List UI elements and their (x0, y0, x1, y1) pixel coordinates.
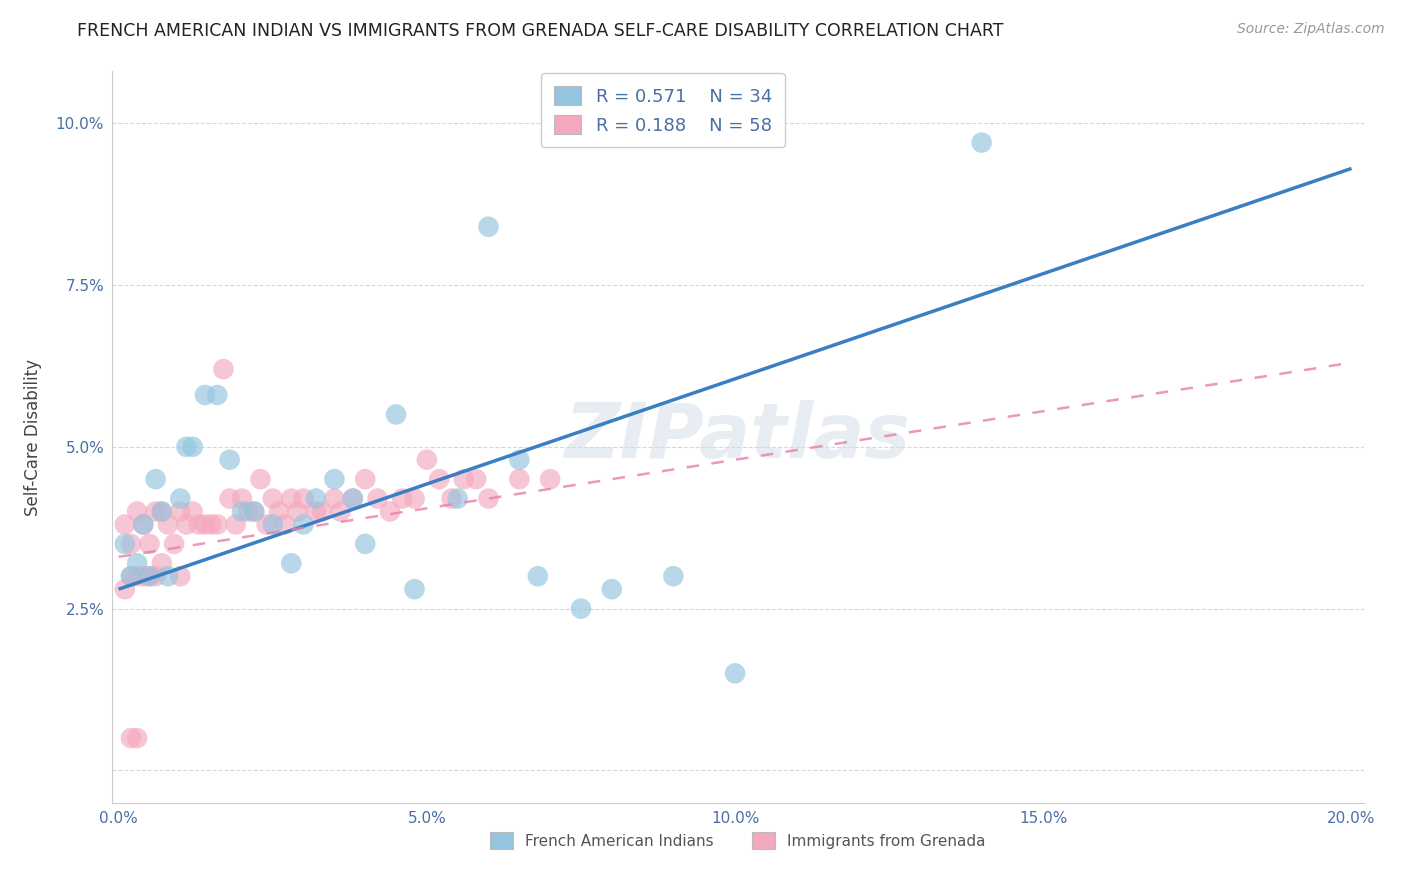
Point (724, 666, 747, 681)
Point (354, 472, 377, 486)
Text: FRENCH AMERICAN INDIAN VS IMMIGRANTS FROM GRENADA SELF-CARE DISABILITY CORRELATI: FRENCH AMERICAN INDIAN VS IMMIGRANTS FRO… (77, 22, 1004, 40)
Point (305, 491, 328, 506)
Point (354, 537, 377, 551)
Point (231, 491, 253, 506)
Point (527, 569, 550, 583)
Point (156, 569, 179, 583)
Text: Source: ZipAtlas.com: Source: ZipAtlas.com (1237, 22, 1385, 37)
Point (342, 491, 364, 506)
Point (169, 504, 191, 518)
Point (292, 517, 315, 532)
Point (150, 504, 173, 518)
Point (391, 491, 413, 506)
Point (156, 517, 179, 532)
Point (120, 569, 142, 583)
Point (262, 491, 284, 506)
Point (218, 491, 240, 506)
Point (477, 219, 499, 234)
Point (114, 517, 136, 532)
Point (385, 408, 408, 422)
Point (120, 731, 142, 745)
Point (267, 504, 290, 518)
Point (378, 504, 401, 518)
Point (218, 452, 240, 467)
Point (508, 472, 530, 486)
Point (138, 569, 160, 583)
Point (427, 472, 450, 486)
Point (132, 517, 155, 532)
Point (970, 136, 993, 150)
Point (114, 537, 136, 551)
Point (404, 491, 426, 506)
Point (292, 491, 315, 506)
Point (127, 504, 149, 518)
Legend: French American Indians, Immigrants from Grenada: French American Indians, Immigrants from… (478, 820, 998, 861)
Point (231, 504, 253, 518)
Point (440, 491, 463, 506)
Point (138, 537, 160, 551)
Point (127, 569, 149, 583)
Point (145, 569, 167, 583)
Point (120, 569, 142, 583)
Point (138, 569, 160, 583)
Point (127, 557, 149, 571)
Point (225, 517, 247, 532)
Point (150, 557, 173, 571)
Point (243, 504, 266, 518)
Point (538, 472, 561, 486)
Point (323, 472, 346, 486)
Point (323, 491, 346, 506)
Point (311, 504, 333, 518)
Point (194, 388, 217, 402)
Point (262, 517, 284, 532)
Point (243, 504, 266, 518)
Text: ZIPatlas: ZIPatlas (565, 401, 911, 474)
Point (181, 504, 204, 518)
Point (169, 491, 191, 506)
Point (256, 517, 278, 532)
Point (416, 452, 439, 467)
Point (404, 582, 426, 597)
Point (236, 504, 259, 518)
Point (569, 601, 592, 615)
Y-axis label: Self-Care Disability: Self-Care Disability (24, 359, 42, 516)
Point (181, 440, 204, 454)
Point (150, 504, 173, 518)
Point (132, 517, 155, 532)
Point (305, 504, 328, 518)
Point (207, 517, 229, 532)
Point (508, 452, 530, 467)
Point (145, 472, 167, 486)
Point (453, 472, 475, 486)
Point (367, 491, 389, 506)
Point (249, 472, 271, 486)
Point (342, 491, 364, 506)
Point (120, 537, 142, 551)
Point (163, 537, 186, 551)
Point (200, 517, 222, 532)
Point (176, 517, 198, 532)
Point (280, 557, 302, 571)
Point (207, 388, 229, 402)
Point (212, 362, 235, 376)
Point (187, 517, 209, 532)
Point (274, 517, 297, 532)
Point (280, 491, 302, 506)
Point (194, 517, 217, 532)
Point (287, 504, 309, 518)
Point (447, 491, 470, 506)
Point (662, 569, 685, 583)
Point (477, 491, 499, 506)
Point (145, 504, 167, 518)
Point (465, 472, 488, 486)
Point (132, 569, 155, 583)
Point (329, 504, 352, 518)
Point (600, 582, 623, 597)
Point (127, 731, 149, 745)
Point (176, 440, 198, 454)
Point (114, 582, 136, 597)
Point (169, 569, 191, 583)
